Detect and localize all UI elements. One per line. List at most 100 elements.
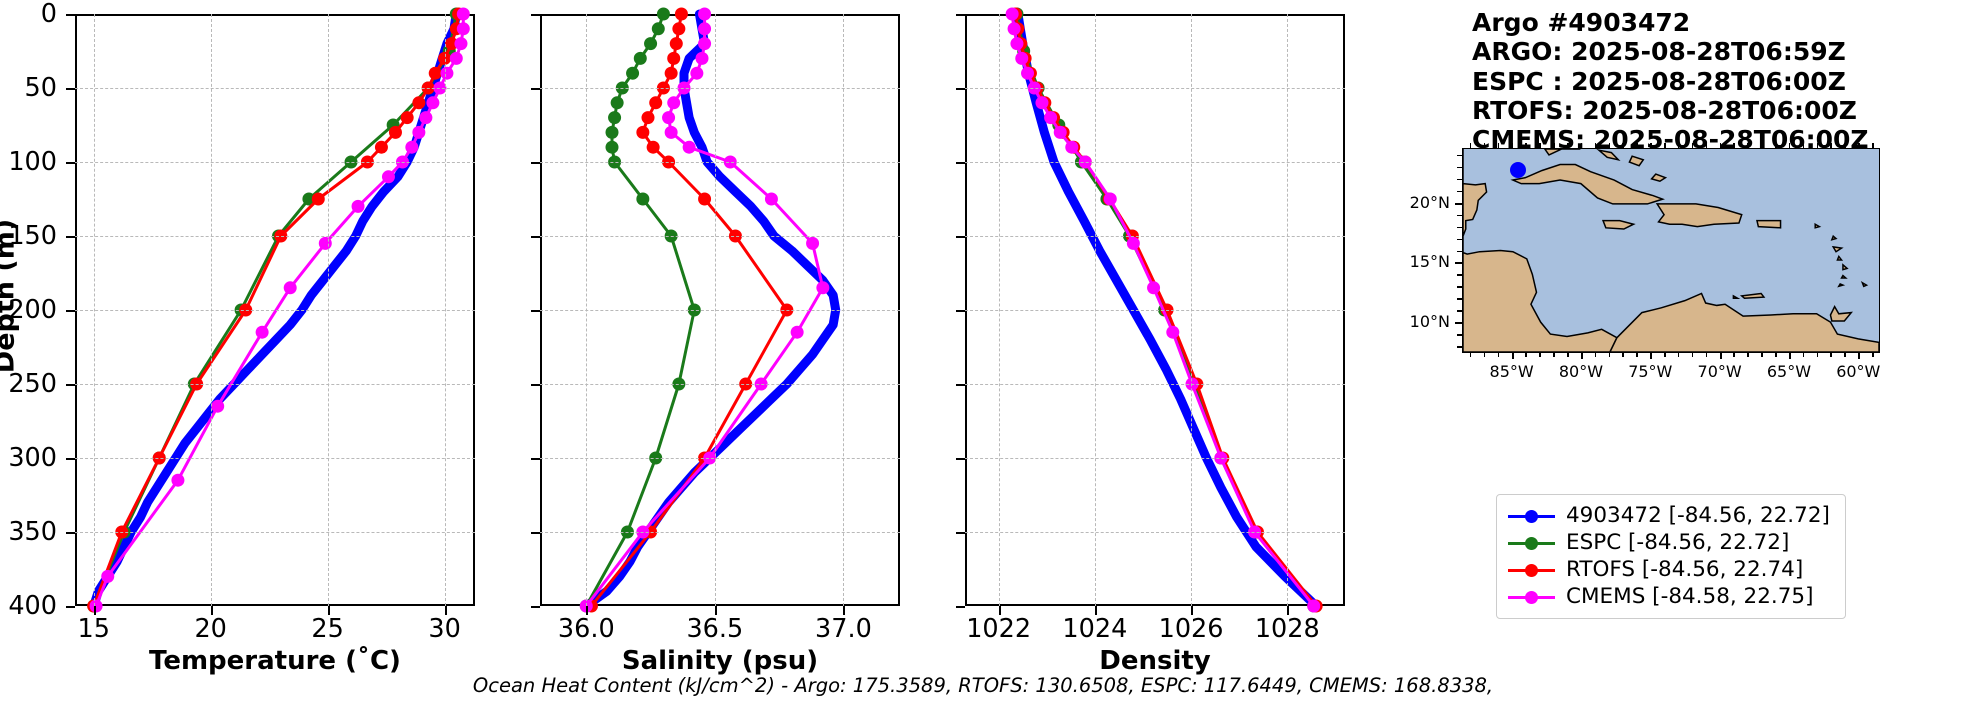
x-tick-mark xyxy=(1287,606,1290,615)
series-marker-cmems xyxy=(816,281,830,295)
series-marker-cmems xyxy=(283,281,297,295)
y-tick-label: 50 xyxy=(24,73,57,103)
landmass xyxy=(1837,282,1846,288)
series-legend: 4903472 [-84.56, 22.72] ESPC [-84.56, 22.… xyxy=(1496,494,1846,619)
map-minor-tick xyxy=(1830,143,1832,148)
map-minor-tick xyxy=(1457,298,1462,300)
legend-item-cmems[interactable]: CMEMS [-84.58, 22.75] xyxy=(1508,583,1834,610)
map-minor-tick xyxy=(1691,352,1694,357)
map-minor-tick xyxy=(1594,143,1597,148)
y-tick-mark xyxy=(956,88,965,90)
series-marker-cmems xyxy=(1007,22,1021,36)
series-marker-cmems xyxy=(255,325,269,339)
legend-item-espc[interactable]: ESPC [-84.56, 22.72] xyxy=(1508,529,1834,556)
x-tick-label: 36.0 xyxy=(557,614,615,644)
legend-swatch-espc xyxy=(1508,536,1555,550)
map-minor-tick xyxy=(1719,143,1722,148)
x-tick-mark xyxy=(444,606,447,615)
map-minor-tick xyxy=(1747,143,1749,148)
landmass xyxy=(1732,294,1741,300)
series-marker-espc xyxy=(605,140,619,154)
series-marker-cmems xyxy=(456,22,470,36)
series-marker-cmems xyxy=(211,399,225,413)
y-tick-mark xyxy=(531,162,540,164)
series-marker-cmems xyxy=(682,140,696,154)
map-minor-tick xyxy=(1539,352,1541,357)
series-marker-cmems xyxy=(1307,599,1321,613)
x-tick-mark xyxy=(327,606,330,615)
y-gridline xyxy=(540,310,900,311)
legend-swatch-cmems xyxy=(1508,590,1555,604)
y-gridline xyxy=(75,88,475,89)
y-tick-mark xyxy=(531,384,540,386)
map-lon-label: 70°W xyxy=(1697,362,1742,381)
y-tick-mark xyxy=(956,532,965,534)
map-lat-label: 20°N xyxy=(1409,192,1450,212)
series-marker-cmems xyxy=(1021,66,1035,80)
map-minor-tick xyxy=(1691,143,1694,148)
y-tick-mark xyxy=(531,310,540,312)
series-marker-rtofs xyxy=(641,111,655,125)
map-minor-tick xyxy=(1788,352,1791,357)
series-marker-cmems xyxy=(1015,51,1029,65)
map-minor-tick xyxy=(1636,352,1638,357)
map-minor-tick xyxy=(1650,143,1652,148)
series-marker-cmems xyxy=(1044,111,1058,125)
y-tick-mark xyxy=(66,458,75,460)
temperature-panel: 15 20 25 30 xyxy=(66,7,475,644)
map-minor-tick xyxy=(1469,352,1472,357)
landmass xyxy=(1628,155,1645,167)
landmass xyxy=(1831,245,1844,253)
map-minor-tick xyxy=(1788,143,1791,148)
series-marker-espc xyxy=(656,7,670,21)
y-tick-label: 300 xyxy=(8,443,57,473)
y-gridline xyxy=(965,88,1345,89)
map-minor-tick xyxy=(1733,352,1735,357)
y-tick-label: 250 xyxy=(8,369,57,399)
series-marker-cmems xyxy=(690,66,704,80)
map-minor-tick xyxy=(1664,143,1666,148)
series-marker-cmems xyxy=(318,236,332,250)
series-marker-espc xyxy=(636,192,650,206)
series-marker-cmems xyxy=(698,37,712,51)
map-minor-tick xyxy=(1636,143,1638,148)
x-axis-title-density: Density xyxy=(1099,646,1211,676)
map-minor-tick xyxy=(1677,143,1680,148)
series-marker-cmems xyxy=(405,140,419,154)
series-marker-espc xyxy=(302,192,316,206)
map-minor-tick xyxy=(1580,143,1583,148)
x-tick-label: 15 xyxy=(77,614,110,644)
map-minor-tick xyxy=(1457,334,1462,336)
legend-item-rtofs[interactable]: RTOFS [-84.56, 22.74] xyxy=(1508,556,1834,583)
map-minor-tick xyxy=(1664,352,1666,357)
y-tick-label: 200 xyxy=(8,295,57,325)
y-gridline xyxy=(540,458,900,459)
map-minor-tick xyxy=(1457,214,1462,217)
x-axis-title-salinity: Salinity (psu) xyxy=(621,646,819,676)
y-gridline xyxy=(540,236,900,237)
landmass xyxy=(1860,281,1869,288)
map-minor-tick xyxy=(1816,143,1819,148)
series-marker-cmems xyxy=(454,37,468,51)
map-minor-tick xyxy=(1525,352,1527,357)
series-marker-cmems xyxy=(698,22,712,36)
series-marker-cmems xyxy=(171,473,185,487)
x-tick-label: 30 xyxy=(428,614,461,644)
map-minor-tick xyxy=(1761,352,1763,357)
y-tick-label: 0 xyxy=(40,0,57,29)
legend-item-argo[interactable]: 4903472 [-84.56, 22.72] xyxy=(1508,502,1834,529)
map-minor-tick xyxy=(1747,352,1749,357)
salinity-panel: 36.0 36.5 37.0 xyxy=(531,7,900,644)
map-minor-tick xyxy=(1802,352,1805,357)
series-marker-rtofs xyxy=(400,111,414,125)
map-minor-tick xyxy=(1872,352,1874,357)
map-minor-tick xyxy=(1525,143,1527,148)
x-tick-label: 20 xyxy=(194,614,227,644)
y-tick-mark xyxy=(66,14,75,16)
location-map[interactable] xyxy=(1462,148,1880,353)
series-marker-espc xyxy=(605,125,619,139)
y-tick-label: 400 xyxy=(8,591,57,621)
y-tick-label: 150 xyxy=(8,221,57,251)
series-marker-cmems xyxy=(662,111,676,125)
map-lat-label: 10°N xyxy=(1409,312,1450,332)
